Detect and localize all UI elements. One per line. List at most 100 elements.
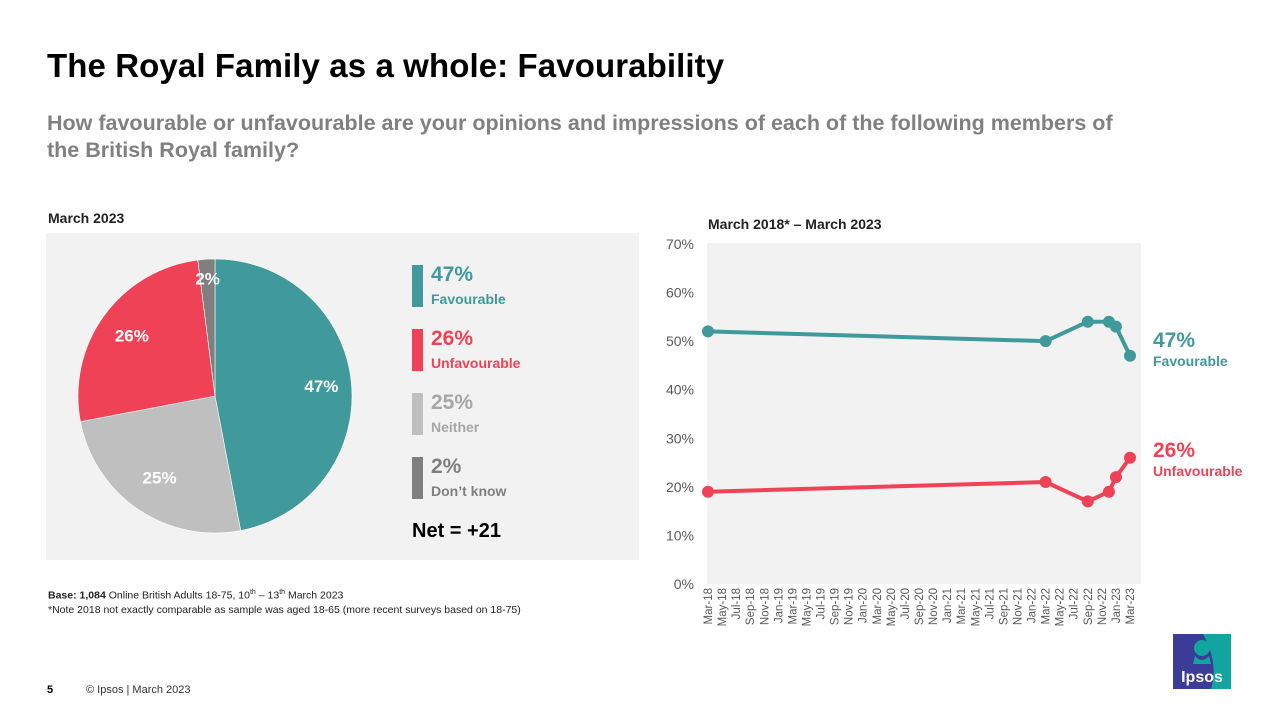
x-tick-label: Sep-20 (914, 588, 926, 625)
data-point-favourable (1039, 335, 1052, 348)
x-tick-label: Nov-19 (844, 588, 856, 625)
pie-slice-unfavourable (77, 259, 216, 423)
y-tick-label: 20% (666, 479, 694, 495)
pie-slice-neither (80, 395, 242, 534)
pie-legend: 47% Favourable 26% Unfavourable 25% Neit… (412, 263, 612, 521)
page-title: The Royal Family as a whole: Favourabili… (47, 47, 725, 84)
pie-data-label: 26% (115, 327, 149, 346)
x-tick-label: Jul-22 (1069, 588, 1081, 619)
base-note: Base: 1,084 Online British Adults 18-75,… (48, 586, 521, 603)
data-point-favourable (1081, 315, 1094, 328)
end-value: 26% (1153, 439, 1196, 462)
pie-panel: 47% 25% 26% 2% 47% Favourable 26% Unfavoura… (46, 233, 639, 560)
x-tick-label: Sep-21 (998, 588, 1010, 625)
legend-value: 26% (431, 327, 474, 350)
y-tick-label: 30% (666, 430, 694, 446)
y-tick-label: 50% (666, 333, 694, 349)
x-tick-label: Jan-20 (858, 588, 870, 623)
legend-item-dont-know: 2% Don’t know (412, 455, 612, 521)
x-tick-label: Mar-22 (1041, 588, 1053, 624)
x-tick-label: May-22 (1055, 588, 1067, 626)
legend-swatch (412, 393, 423, 435)
copyright: © Ipsos | March 2023 (86, 684, 191, 696)
y-tick-label: 40% (666, 382, 694, 398)
end-value: 47% (1153, 329, 1196, 352)
legend-label: Favourable (431, 291, 506, 307)
x-tick-label: Jan-19 (773, 588, 785, 623)
page-subtitle: How favourable or unfavourable are your … (47, 111, 1113, 162)
legend-item-favourable: 47% Favourable (412, 263, 612, 329)
x-tick-label: Jul-19 (816, 588, 828, 619)
pie-caption: March 2023 (48, 210, 125, 226)
pie-data-label: 47% (304, 377, 338, 396)
y-tick-label: 0% (674, 576, 694, 592)
superscript: th (249, 589, 256, 596)
x-tick-label: Nov-20 (928, 588, 940, 625)
x-tick-label: Nov-18 (759, 588, 771, 625)
legend-value: 47% (431, 263, 474, 286)
y-tick-label: 60% (666, 285, 694, 301)
data-point-unfavourable (702, 485, 714, 498)
x-tick-label: Mar-20 (872, 588, 884, 624)
logo-text: Ipsos (1181, 669, 1223, 686)
data-point-unfavourable (1081, 495, 1094, 508)
end-label-unfavourable: 26% Unfavourable (1153, 439, 1242, 479)
x-tick-label: Jan-23 (1111, 588, 1123, 623)
end-text: Unfavourable (1153, 463, 1243, 479)
x-tick-label: Mar-21 (956, 588, 968, 624)
data-point-unfavourable (1102, 485, 1115, 498)
x-tick-label: Jul-18 (731, 588, 743, 619)
legend-item-neither: 25% Neither (412, 391, 612, 457)
x-tick-label: Sep-22 (1083, 588, 1095, 625)
legend-value: 25% (431, 391, 474, 414)
legend-label: Unfavourable (431, 355, 521, 371)
line-chart: 0%10%20%30%40%50%60%70%Mar-18 May-18 Jul-1… (666, 236, 1141, 626)
base-text: March 2023 (285, 589, 344, 602)
legend-label: Neither (431, 419, 480, 435)
data-point-unfavourable (1124, 451, 1136, 464)
end-label-favourable: 47% Favourable (1153, 329, 1228, 369)
x-tick-label: Jul-20 (900, 588, 912, 619)
pie-slice-don-t-know (197, 258, 216, 397)
y-tick-label: 70% (666, 236, 694, 252)
base-label: Base: (48, 589, 77, 602)
plot-area (707, 243, 1141, 584)
line-caption: March 2018* – March 2023 (708, 216, 882, 232)
legend-label: Don’t know (431, 483, 507, 499)
x-tick-label: Sep-18 (745, 588, 757, 625)
pie-data-label: 25% (143, 469, 177, 488)
pie-data-label: 2% (195, 269, 220, 288)
net-score: Net = +21 (412, 520, 501, 542)
data-point-unfavourable (1109, 471, 1122, 484)
page-number: 5 (47, 684, 54, 696)
x-tick-label: Jul-21 (984, 588, 996, 619)
x-tick-label: Nov-21 (1012, 588, 1024, 625)
data-point-favourable (1109, 320, 1122, 333)
legend-swatch (412, 457, 423, 499)
y-tick-label: 10% (666, 527, 694, 543)
data-point-favourable (702, 325, 714, 338)
legend-item-unfavourable: 26% Unfavourable (412, 327, 612, 393)
footnotes: Base: 1,084 Online British Adults 18-75,… (48, 586, 521, 617)
legend-value: 2% (431, 455, 462, 478)
data-point-favourable (1124, 349, 1136, 362)
x-tick-label: Mar-18 (703, 588, 715, 624)
pie-chart: 47% 25% 26% 2% (77, 258, 353, 534)
data-point-unfavourable (1039, 476, 1052, 488)
x-tick-label: Jan-22 (1027, 588, 1039, 623)
x-tick-label: May-18 (717, 588, 729, 626)
pie-slice-favourable (214, 258, 353, 531)
x-tick-label: Jan-21 (942, 588, 954, 623)
superscript: th (279, 589, 286, 596)
base-text: – 13 (255, 589, 280, 602)
base-text: Online British Adults 18-75, 10 (105, 589, 250, 602)
legend-swatch (412, 329, 423, 371)
base-count: 1,084 (79, 589, 106, 602)
end-text: Favourable (1153, 353, 1228, 369)
x-tick-label: May-21 (970, 588, 982, 626)
x-tick-label: Mar-19 (787, 588, 799, 624)
legend-swatch (412, 265, 423, 307)
ipsos-logo: Ipsos (1173, 634, 1231, 689)
x-tick-label: May-19 (801, 588, 813, 626)
x-tick-label: Mar-23 (1125, 588, 1137, 624)
